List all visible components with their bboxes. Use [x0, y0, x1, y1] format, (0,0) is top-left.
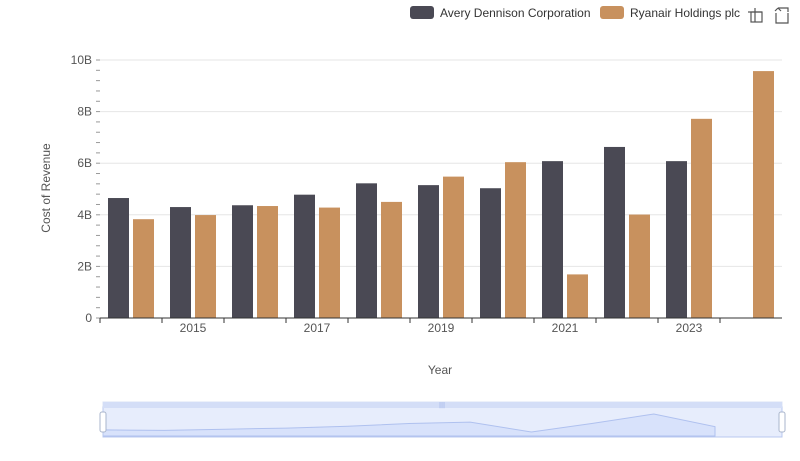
bar-ryanair-2023[interactable] [691, 118, 712, 318]
legend-label-avery: Avery Dennison Corporation [440, 6, 591, 20]
y-tick-label: 8B [77, 105, 92, 119]
bar-avery-2016[interactable] [232, 205, 253, 318]
slider-top-bar[interactable] [103, 402, 782, 408]
legend-label-ryanair: Ryanair Holdings plc [630, 6, 740, 20]
bar-ryanair-2020[interactable] [505, 162, 526, 318]
legend-item-avery[interactable]: Avery Dennison Corporation [410, 6, 591, 20]
bar-avery-2022[interactable] [604, 146, 625, 318]
y-tick-label: 0 [85, 311, 92, 325]
bar-avery-2017[interactable] [294, 194, 315, 318]
x-tick-label: 2019 [428, 321, 455, 335]
slider-grip-icon[interactable]: ||| [439, 402, 445, 409]
slider-handle-right[interactable] [778, 411, 786, 433]
legend-swatch-ryanair [600, 6, 624, 19]
x-axis-title: Year [428, 363, 452, 377]
reset-zoom-icon[interactable] [774, 7, 789, 24]
y-axis-title: Cost of Revenue [39, 143, 53, 233]
slider-handle-left[interactable] [99, 411, 107, 433]
y-tick-label: 2B [77, 259, 92, 273]
bar-ryanair-2015[interactable] [195, 215, 216, 318]
bar-ryanair-2021[interactable] [567, 274, 588, 318]
bar-ryanair-2017[interactable] [319, 207, 340, 318]
bar-ryanair-2018[interactable] [381, 201, 402, 318]
x-tick-label: 2015 [180, 321, 207, 335]
axes: 0 2B 4B 6B 8B 10B 2015 2017 2019 2021 2023 [71, 53, 782, 335]
bar-avery-2019[interactable] [418, 185, 439, 318]
x-tick-label: 2021 [552, 321, 579, 335]
x-tick-label: 2017 [304, 321, 331, 335]
bar-ryanair-2022[interactable] [629, 214, 650, 318]
legend-item-ryanair[interactable]: Ryanair Holdings plc [600, 6, 740, 20]
data-zoom-slider[interactable]: ||| [99, 401, 786, 438]
slider-selection [102, 406, 783, 438]
bar-ryanair-2014[interactable] [133, 219, 154, 318]
bar-ryanair-2024[interactable] [753, 71, 774, 319]
bar-ryanair-2016[interactable] [257, 206, 278, 318]
bar-avery-2020[interactable] [480, 188, 501, 318]
y-tick-label: 10B [71, 53, 92, 67]
y-tick-label: 6B [77, 156, 92, 170]
bar-avery-2021[interactable] [542, 161, 563, 318]
bar-avery-2023[interactable] [666, 161, 687, 318]
bar-avery-2015[interactable] [170, 207, 191, 318]
slider-area-preview [102, 413, 716, 437]
legend: Avery Dennison Corporation Ryanair Holdi… [410, 6, 740, 20]
legend-swatch-avery [410, 6, 434, 19]
x-tick-label: 2023 [676, 321, 703, 335]
zoom-icon[interactable] [748, 8, 763, 23]
bar-avery-2018[interactable] [356, 183, 377, 318]
bars [108, 71, 774, 319]
bar-avery-2014[interactable] [108, 198, 129, 318]
y-tick-label: 4B [77, 208, 92, 222]
bar-ryanair-2019[interactable] [443, 176, 464, 318]
